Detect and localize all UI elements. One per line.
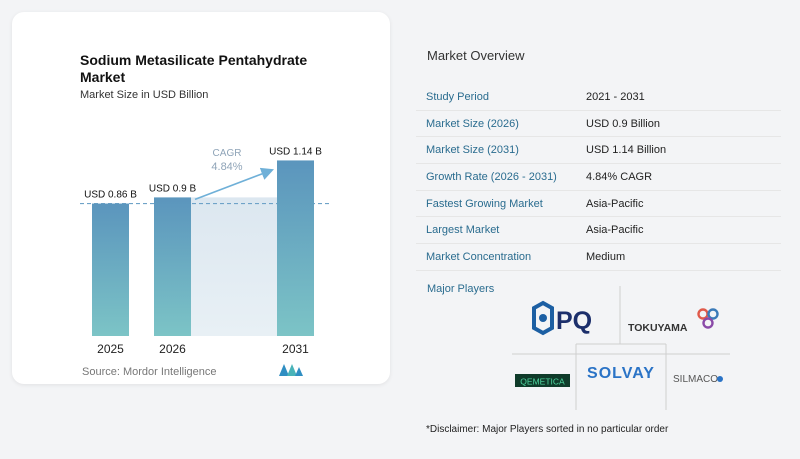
qemetica-logo-icon: QEMETICA xyxy=(515,374,570,387)
mordor-logo-icon xyxy=(279,364,303,376)
table-row: Market Concentration Medium xyxy=(416,244,781,271)
table-row: Study Period 2021 - 2031 xyxy=(416,84,781,111)
chart-title: Sodium Metasilicate Pentahydrate Market xyxy=(80,52,308,85)
row-value: Medium xyxy=(586,250,626,263)
row-label: Fastest Growing Market xyxy=(426,197,543,210)
row-value: 2021 - 2031 xyxy=(586,90,645,103)
bar-2026 xyxy=(154,197,191,336)
cagr-label: CAGR xyxy=(213,148,242,159)
chart-subtitle: Market Size in USD Billion xyxy=(80,89,209,101)
solvay-logo-icon: SOLVAY xyxy=(587,365,655,382)
x-tick-label: 2031 xyxy=(282,342,309,356)
major-players-label: Major Players xyxy=(427,283,495,295)
row-value: 4.84% CAGR xyxy=(586,170,653,183)
bar-2031 xyxy=(277,160,314,336)
row-value: USD 0.9 Billion xyxy=(586,117,660,130)
table-row: Market Size (2026) USD 0.9 Billion xyxy=(416,111,781,138)
x-tick-label: 2026 xyxy=(159,342,186,356)
row-label: Growth Rate (2026 - 2031) xyxy=(426,170,557,183)
bar-chart: USD 0.86 B 2025 USD 0.9 B 2026 USD 1.14 B 203… xyxy=(80,146,330,356)
growth-band xyxy=(191,197,277,336)
tokuyama-logo-icon: TOKUYAMA xyxy=(628,308,719,334)
row-label: Largest Market xyxy=(426,224,500,237)
x-tick-label: 2025 xyxy=(97,342,124,356)
svg-text:TOKUYAMA: TOKUYAMA xyxy=(628,322,688,334)
row-label: Study Period xyxy=(426,90,489,103)
table-row: Largest Market Asia-Pacific xyxy=(416,217,781,245)
row-label: Market Size (2026) xyxy=(426,117,519,130)
cagr-arrow xyxy=(194,167,274,201)
source-text: Source: Mordor Intelligence xyxy=(82,366,217,378)
table-row: Market Size (2031) USD 1.14 Billion xyxy=(416,137,781,165)
row-value: Asia-Pacific xyxy=(586,197,644,210)
silmaco-logo-icon: SILMACO xyxy=(673,374,723,385)
overview-title: Market Overview xyxy=(427,48,525,63)
svg-text:PQ: PQ xyxy=(556,307,592,335)
table-row: Growth Rate (2026 - 2031) 4.84% CAGR xyxy=(416,164,781,191)
row-value: USD 1.14 Billion xyxy=(586,144,667,157)
data-label: USD 0.86 B xyxy=(84,190,137,201)
overview-table: Study Period 2021 - 2031 Market Size (202… xyxy=(416,84,781,271)
overview-panel: Market Overview Study Period 2021 - 2031 … xyxy=(400,0,800,459)
disclaimer-text: *Disclaimer: Major Players sorted in no … xyxy=(426,424,669,435)
bar-2025 xyxy=(92,203,129,336)
players-logo-grid: PQ TOKUYAMA QEMETICA SOLVAY SILMACO xyxy=(512,286,730,410)
table-row: Fastest Growing Market Asia-Pacific xyxy=(416,191,781,218)
row-value: Asia-Pacific xyxy=(586,224,644,237)
pq-logo-icon: PQ xyxy=(532,300,592,336)
svg-text:SOLVAY: SOLVAY xyxy=(587,365,655,382)
svg-text:QEMETICA: QEMETICA xyxy=(520,377,565,387)
data-label: USD 1.14 B xyxy=(269,146,322,157)
cagr-value: 4.84% xyxy=(211,161,242,173)
data-label: USD 0.9 B xyxy=(149,183,197,194)
row-label: Market Size (2031) xyxy=(426,144,519,157)
svg-text:SILMACO: SILMACO xyxy=(673,374,718,385)
row-label: Market Concentration xyxy=(426,250,532,263)
